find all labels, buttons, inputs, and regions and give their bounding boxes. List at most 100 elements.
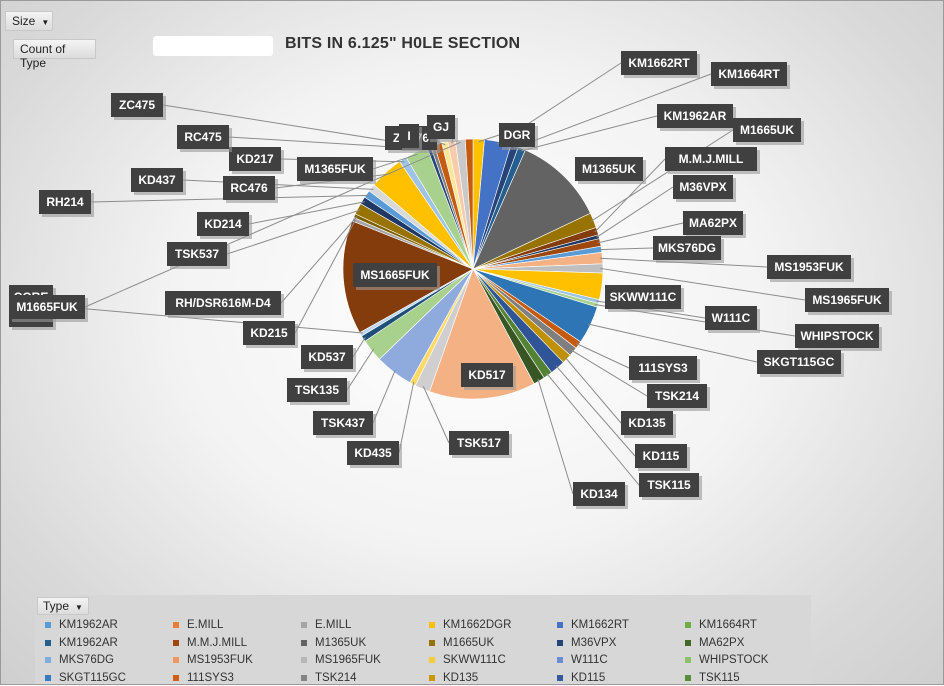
legend-item[interactable]: E.MILL <box>301 617 429 634</box>
legend-item[interactable]: M36VPX <box>557 635 685 652</box>
legend-item[interactable]: KM1662RT <box>557 617 685 634</box>
data-label-text: M1365FUK <box>304 162 366 176</box>
legend-item[interactable]: MS1953FUK <box>173 652 301 669</box>
legend-item[interactable]: SKWW111C <box>429 652 557 669</box>
data-label: M.M.J.MILL <box>665 147 760 174</box>
legend-swatch <box>301 640 307 646</box>
data-label: M1665UK <box>733 118 804 145</box>
legend-item[interactable]: M1665UK <box>429 635 557 652</box>
legend-swatch <box>429 622 435 628</box>
data-label-text: M.M.J.MILL <box>679 152 744 166</box>
leader-line <box>538 379 573 494</box>
data-label-text: KM1664RT <box>718 67 780 81</box>
legend-item[interactable]: KM1962AR <box>45 617 173 634</box>
data-label: DGR <box>499 123 538 150</box>
legend-label: TSK115 <box>699 672 740 684</box>
legend-swatch <box>173 657 179 663</box>
legend-swatch <box>429 675 435 681</box>
data-label-text: KD134 <box>580 487 618 501</box>
legend-label: TSK214 <box>315 672 357 684</box>
legend-swatch <box>557 640 563 646</box>
data-label: MKS76DG <box>653 236 724 263</box>
legend-item[interactable]: M1365UK <box>301 635 429 652</box>
legend-item[interactable]: MA62PX <box>685 635 813 652</box>
legend-item[interactable]: KM1962AR <box>45 635 173 652</box>
data-label-text: RH214 <box>46 195 84 209</box>
leader-line <box>576 343 629 368</box>
data-label: KD435 <box>347 441 402 468</box>
data-label-text: SKWW111C <box>610 290 677 304</box>
data-label-text: RH/DSR616M-D4 <box>175 296 271 310</box>
type-field-label: Type <box>43 599 69 613</box>
legend-label: MKS76DG <box>59 654 114 666</box>
legend-item[interactable]: M.M.J.MILL <box>173 635 301 652</box>
legend-item[interactable]: KD115 <box>557 670 685 686</box>
data-label: 111SYS3 <box>629 356 700 383</box>
data-label-text: WHIPSTOCK <box>800 329 873 343</box>
legend-swatch <box>301 657 307 663</box>
data-label: TSK517 <box>449 431 512 458</box>
data-label-text: 111SYS3 <box>638 361 688 375</box>
data-label-text: KD435 <box>354 446 392 460</box>
legend-item[interactable]: MKS76DG <box>45 652 173 669</box>
legend-item[interactable]: SKGT115GC <box>45 670 173 686</box>
leader-line <box>556 366 635 456</box>
data-label-text: M36VPX <box>679 180 726 194</box>
legend-item[interactable]: TSK115 <box>685 670 813 686</box>
data-label: KD517 <box>461 363 516 390</box>
legend-swatch <box>557 622 563 628</box>
legend-item[interactable]: WHIPSTOCK <box>685 652 813 669</box>
legend-item[interactable]: 111SYS3 <box>173 670 301 686</box>
data-label-text: GJ <box>433 120 449 134</box>
legend-label: E.MILL <box>315 619 351 631</box>
data-label: KD215 <box>243 321 298 348</box>
data-label: RC476 <box>223 176 278 203</box>
data-label: M1365FUK <box>297 157 376 184</box>
leader-line <box>373 370 395 423</box>
legend-label: E.MILL <box>187 619 223 631</box>
data-label-text: ZC475 <box>119 98 155 112</box>
legend-label: SKGT115GC <box>59 672 126 684</box>
legend-item[interactable]: KD135 <box>429 670 557 686</box>
data-label: KD537 <box>301 345 356 372</box>
pie-chart: DGRKM1662RTKM1664RTKM1962ARM1665UKM.M.J.… <box>1 1 943 595</box>
data-label: WHIPSTOCK <box>795 324 882 351</box>
data-label: MS1953FUK <box>767 255 854 282</box>
legend-label: SKWW111C <box>443 654 506 666</box>
data-label-text: I <box>407 129 410 143</box>
legend-item[interactable]: TSK214 <box>301 670 429 686</box>
data-label: KM1662RT <box>621 51 700 78</box>
legend-swatch <box>685 640 691 646</box>
legend-item[interactable]: W111C <box>557 652 685 669</box>
data-label: RH/DSR616M-D4 <box>165 291 284 318</box>
legend-label: M36VPX <box>571 637 616 649</box>
legend-swatch <box>429 657 435 663</box>
legend-label: KD115 <box>571 672 605 684</box>
legend-item[interactable]: KM1664RT <box>685 617 813 634</box>
data-label-text: TSK537 <box>175 247 219 261</box>
legend-swatch <box>557 657 563 663</box>
legend-item[interactable]: KM1662DGR <box>429 617 557 634</box>
data-label-text: TSK437 <box>321 416 365 430</box>
data-label: TSK437 <box>313 411 376 438</box>
data-label-text: RC476 <box>230 181 268 195</box>
data-label: KD135 <box>621 411 676 438</box>
legend-swatch <box>685 657 691 663</box>
legend-item[interactable]: MS1965FUK <box>301 652 429 669</box>
data-label-text: KD115 <box>643 449 680 463</box>
data-label: M1665FUK <box>9 295 88 322</box>
legend-item[interactable]: E.MILL <box>173 617 301 634</box>
leader-line <box>596 187 673 237</box>
legend-label: MS1965FUK <box>315 654 381 666</box>
legend-swatch <box>173 640 179 646</box>
data-label: MA62PX <box>683 211 746 238</box>
data-label-text: MA62PX <box>689 216 737 230</box>
legend-swatch <box>45 640 51 646</box>
data-label-text: W111C <box>712 311 751 325</box>
data-label: KD437 <box>131 168 186 195</box>
data-label-text: M1665UK <box>740 123 794 137</box>
type-field-button[interactable]: Type▼ <box>37 597 89 615</box>
